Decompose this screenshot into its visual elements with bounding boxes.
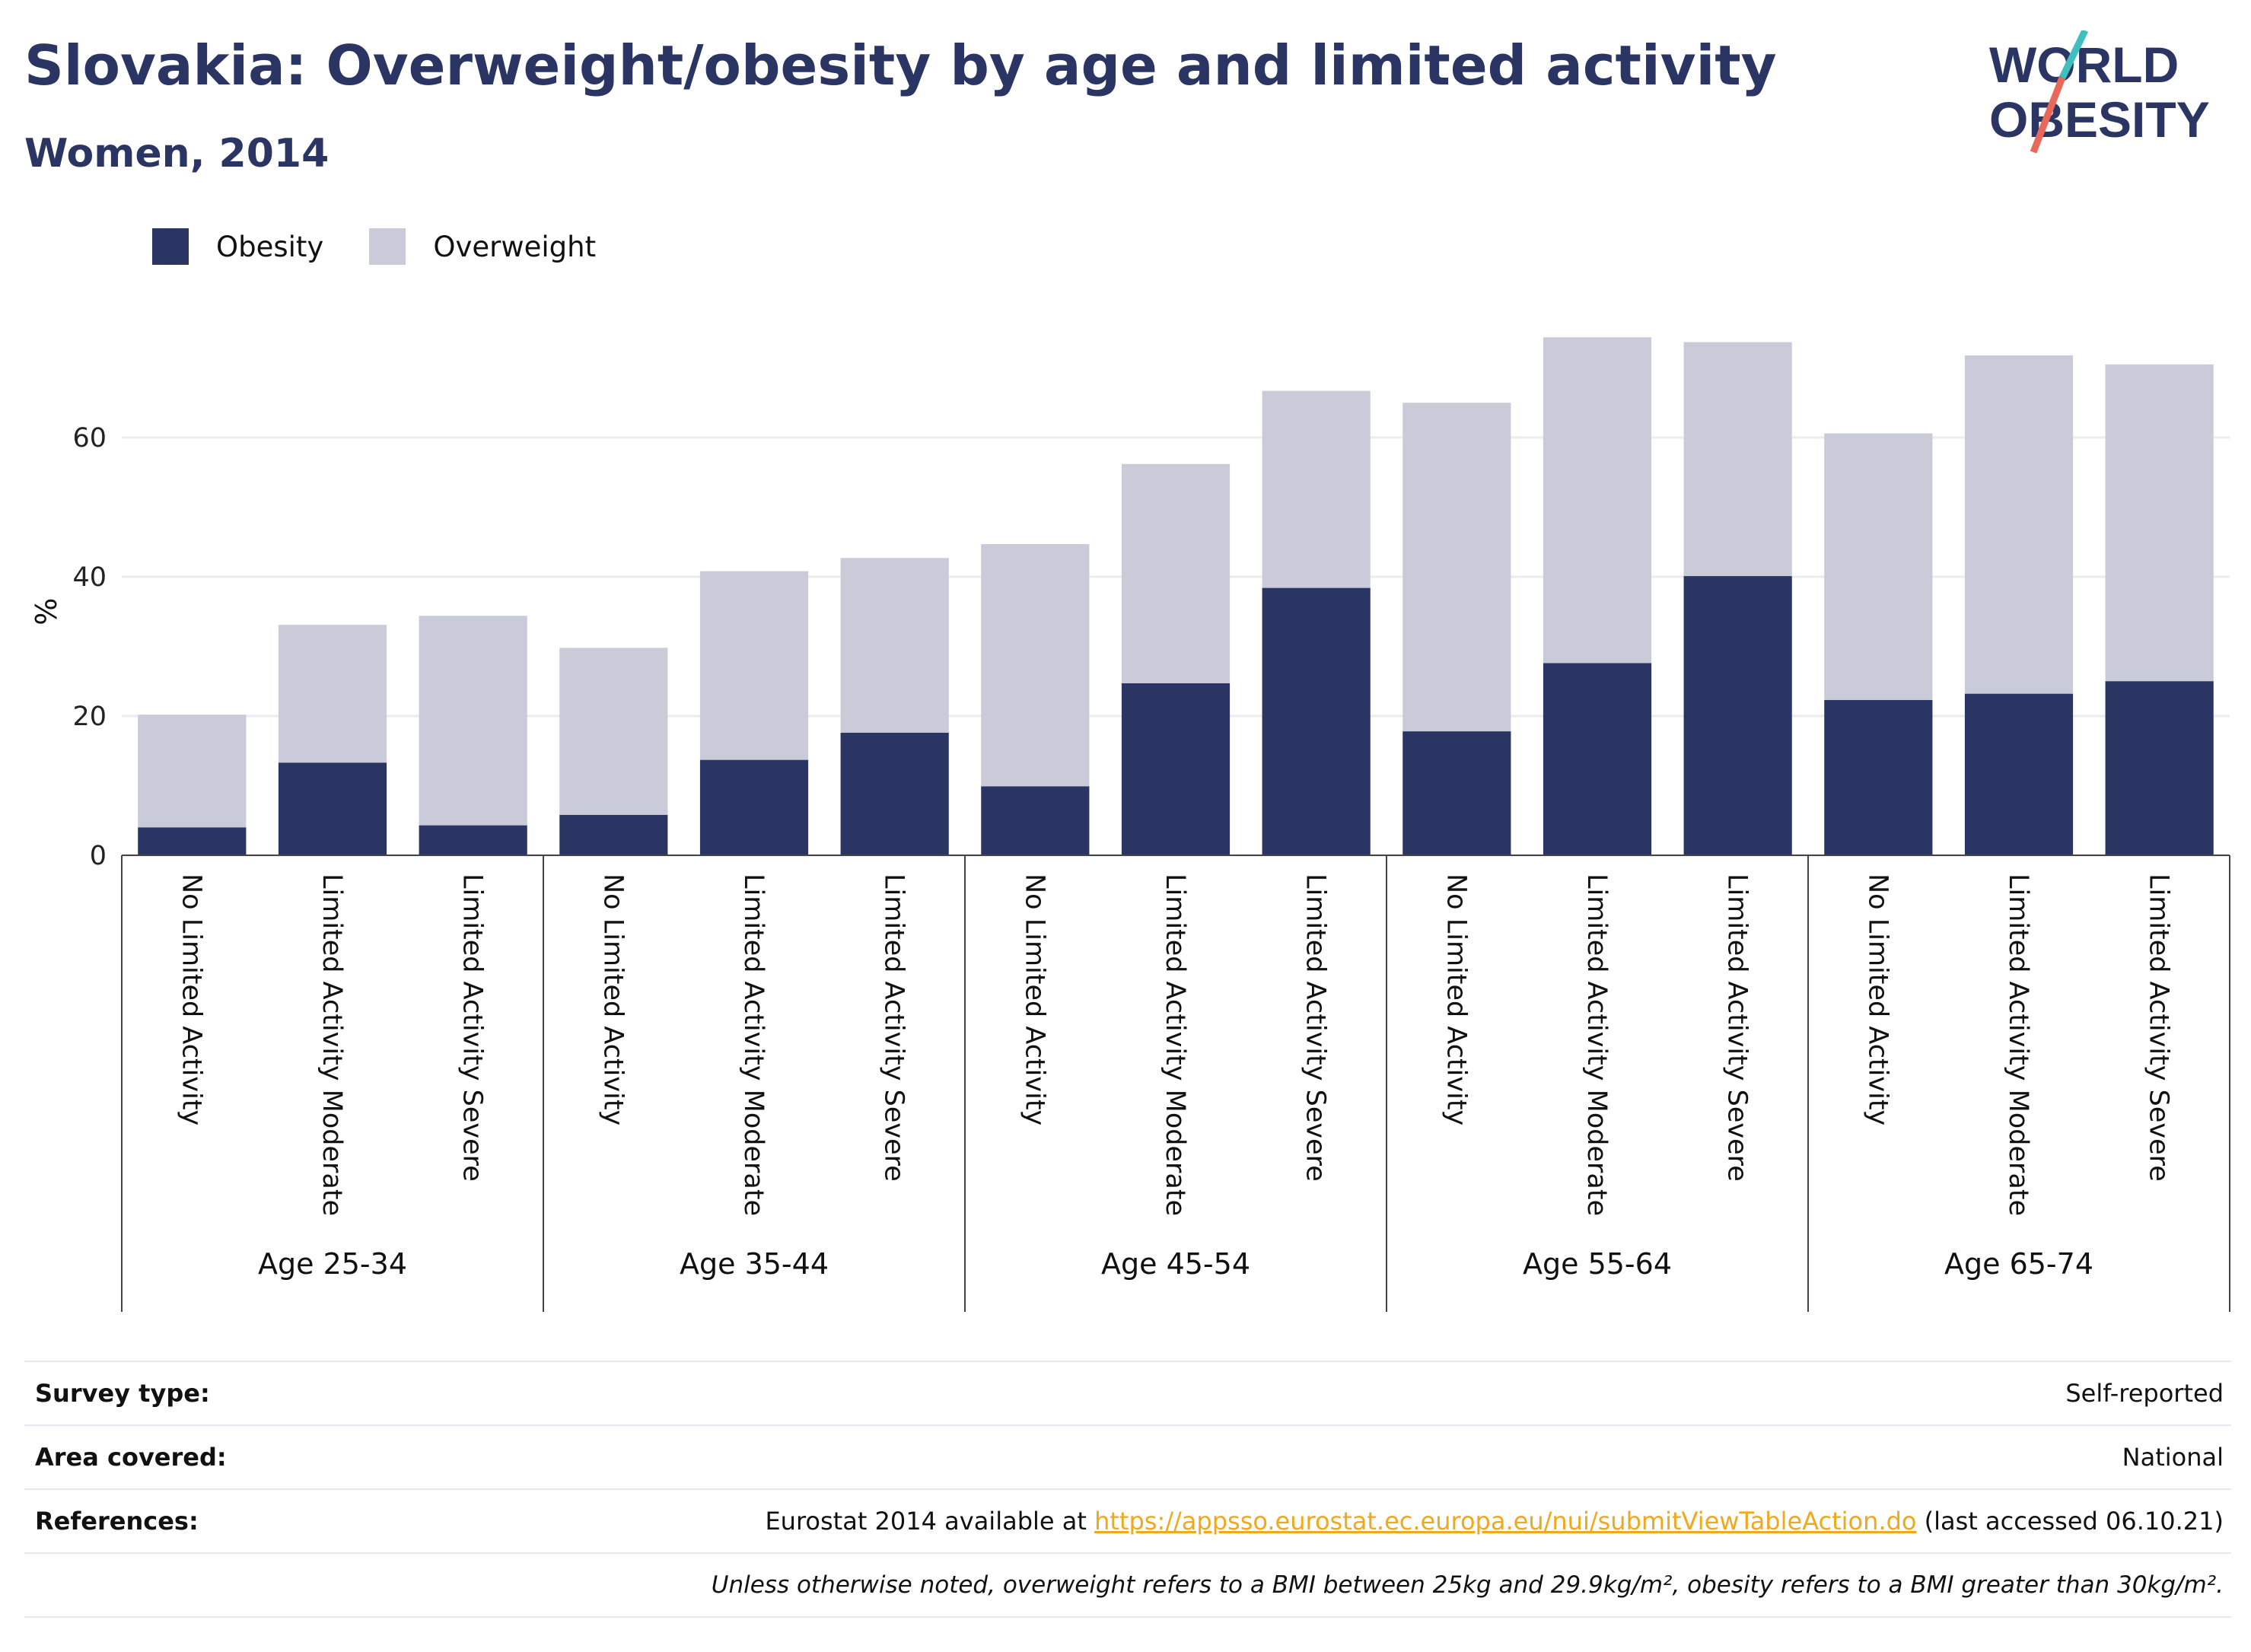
legend-swatch-obesity xyxy=(152,228,189,265)
legend-item-overweight[interactable]: Overweight xyxy=(369,228,596,265)
x-category-label: Limited Activity Moderate xyxy=(738,874,769,1216)
bar-obesity xyxy=(1262,587,1371,855)
x-category-label: No Limited Activity xyxy=(597,874,628,1125)
bar-overweight xyxy=(278,625,387,763)
y-axis-label: % xyxy=(30,598,63,625)
legend-swatch-overweight xyxy=(369,228,406,265)
bar-overweight xyxy=(1824,433,1933,700)
x-category-label: No Limited Activity xyxy=(1441,874,1471,1125)
x-category-label: Limited Activity Severe xyxy=(457,874,488,1182)
references-value: Eurostat 2014 available at https://appss… xyxy=(765,1507,2231,1536)
survey-type-label: Survey type: xyxy=(35,1379,210,1408)
bar-obesity xyxy=(419,825,527,855)
row-references: References: Eurostat 2014 available at h… xyxy=(24,1488,2231,1552)
bar-overweight xyxy=(1121,463,1231,683)
bar-overweight xyxy=(419,616,527,826)
bar-obesity xyxy=(981,786,1090,855)
bar-chart: 0 20 40 60% No Limited Activity Limited Activ… xyxy=(30,337,2230,1312)
bar-obesity xyxy=(1824,699,1933,855)
y-tick-label: 0 xyxy=(90,841,107,871)
bar-obesity xyxy=(559,814,668,855)
bar-obesity xyxy=(2105,681,2214,855)
group-label: Age 55-64 xyxy=(1523,1247,1672,1281)
x-category-label: Limited Activity Severe xyxy=(2144,874,2174,1182)
x-category-label: Limited Activity Moderate xyxy=(1581,874,1612,1216)
bar-overweight xyxy=(1402,403,1511,732)
chart-title: Slovakia: Overweight/obesity by age and … xyxy=(24,33,1777,97)
x-category-label: Limited Activity Severe xyxy=(879,874,909,1182)
bar-overweight xyxy=(981,543,1090,787)
references-prefix: Eurostat 2014 available at xyxy=(765,1507,1095,1536)
bar-overweight xyxy=(840,558,949,733)
group-label: Age 35-44 xyxy=(680,1247,829,1281)
legend-label-overweight: Overweight xyxy=(433,230,597,263)
references-link[interactable]: https://appsso.eurostat.ec.europa.eu/nui… xyxy=(1094,1507,1917,1536)
logo-slash-top xyxy=(2058,30,2089,79)
bar-obesity xyxy=(1121,683,1231,855)
legend-item-obesity[interactable]: Obesity xyxy=(152,228,323,265)
metadata-table: Survey type: Self-reported Area covered:… xyxy=(24,1361,2231,1618)
row-survey-type: Survey type: Self-reported xyxy=(24,1361,2231,1424)
logo-line2: OBESITY xyxy=(1989,91,2210,148)
x-category-label: Limited Activity Moderate xyxy=(1160,874,1190,1216)
bar-overweight xyxy=(1683,342,1792,577)
group-label: Age 45-54 xyxy=(1101,1247,1250,1281)
bar-overweight xyxy=(559,648,668,815)
legend-label-obesity: Obesity xyxy=(216,230,324,263)
chart-subtitle: Women, 2014 xyxy=(24,131,330,177)
logo-slash-bottom xyxy=(2030,76,2066,154)
bar-obesity xyxy=(699,759,809,855)
y-tick-label: 40 xyxy=(72,562,107,593)
y-tick-label: 60 xyxy=(72,423,107,454)
group-label: Age 25-34 xyxy=(258,1247,407,1281)
bmi-note: Unless otherwise noted, overweight refer… xyxy=(711,1571,2224,1599)
bar-obesity xyxy=(840,732,949,855)
area-covered-value: National xyxy=(2122,1443,2224,1472)
bar-overweight xyxy=(1543,337,1652,664)
references-label: References: xyxy=(35,1507,199,1536)
group-label: Age 65-74 xyxy=(1944,1247,2093,1281)
bar-overweight xyxy=(2105,364,2214,682)
bar-obesity xyxy=(1543,663,1652,855)
bar-overweight xyxy=(138,715,247,828)
y-tick-label: 20 xyxy=(72,702,107,732)
bar-overweight xyxy=(1964,355,2074,694)
world-obesity-logo: WORLD OBESITY xyxy=(1989,30,2210,154)
x-category-label: No Limited Activity xyxy=(1862,874,1893,1125)
area-covered-label: Area covered: xyxy=(35,1443,227,1472)
logo-line1: WORLD xyxy=(1989,37,2179,93)
survey-type-value: Self-reported xyxy=(2065,1379,2224,1408)
x-category-label: No Limited Activity xyxy=(176,874,206,1125)
x-category-label: Limited Activity Moderate xyxy=(2003,874,2033,1216)
x-category-label: No Limited Activity xyxy=(1019,874,1049,1125)
chart-legend: Obesity Overweight xyxy=(152,224,642,269)
bar-obesity xyxy=(1683,576,1792,855)
x-category-label: Limited Activity Moderate xyxy=(317,874,347,1216)
x-category-label: Limited Activity Severe xyxy=(1722,874,1753,1182)
bar-obesity xyxy=(1402,731,1511,855)
bar-overweight xyxy=(699,571,809,760)
references-suffix: (last accessed 06.10.21) xyxy=(1916,1507,2224,1536)
bar-overweight xyxy=(1262,390,1371,588)
bar-obesity xyxy=(138,827,247,855)
bar-obesity xyxy=(278,762,387,855)
row-area-covered: Area covered: National xyxy=(24,1424,2231,1488)
x-category-label: Limited Activity Severe xyxy=(1301,874,1331,1182)
row-note: Unless otherwise noted, overweight refer… xyxy=(24,1552,2231,1618)
bar-obesity xyxy=(1964,693,2074,855)
